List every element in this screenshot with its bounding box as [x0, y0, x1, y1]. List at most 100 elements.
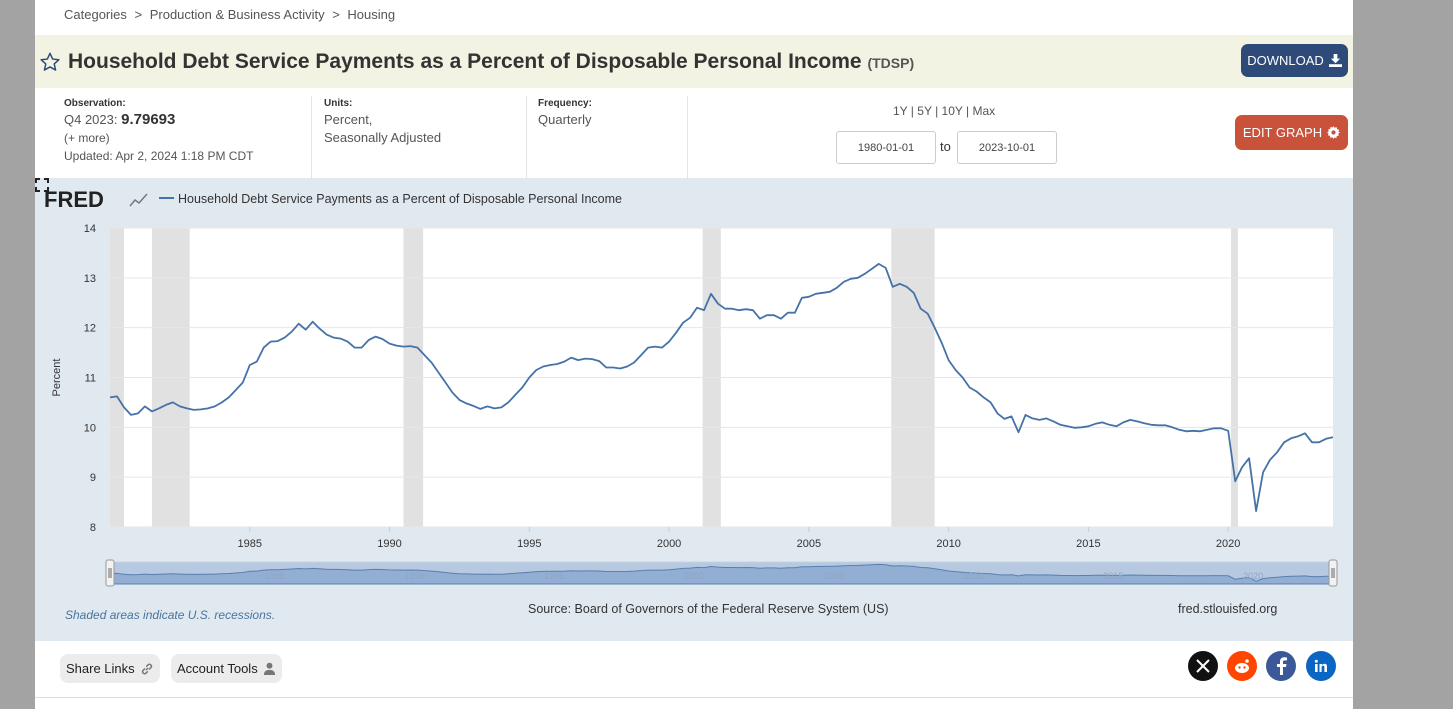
data-point — [899, 283, 901, 285]
data-point — [933, 326, 935, 328]
favorite-star-icon[interactable] — [39, 51, 61, 73]
linkedin-icon[interactable] — [1306, 651, 1336, 681]
data-point — [158, 407, 160, 409]
data-point — [710, 293, 712, 295]
x-tick-label: 1985 — [238, 538, 262, 550]
data-point — [249, 364, 251, 366]
data-point — [479, 408, 481, 410]
end-date-input[interactable]: 2023-10-01 — [957, 131, 1057, 164]
data-point — [577, 359, 579, 361]
data-point — [647, 346, 649, 348]
data-point — [633, 361, 635, 363]
gear-icon — [1327, 126, 1341, 139]
bottom-toolbar: Share Links Account Tools — [35, 641, 1353, 698]
site-link[interactable]: fred.stlouisfed.org — [1178, 602, 1278, 616]
data-point — [1206, 429, 1208, 431]
data-point — [556, 363, 558, 365]
data-point — [332, 336, 334, 338]
data-point — [172, 401, 174, 403]
data-point — [794, 312, 796, 314]
data-point — [444, 381, 446, 383]
navigator-series — [109, 563, 1334, 585]
data-point — [1143, 422, 1145, 424]
facebook-icon[interactable] — [1266, 651, 1296, 681]
data-point — [1010, 415, 1012, 417]
range-10y[interactable]: 10Y — [941, 104, 963, 118]
data-point — [954, 369, 956, 371]
x-tick-label: 1995 — [517, 538, 541, 550]
data-point — [514, 394, 516, 396]
data-point — [940, 341, 942, 343]
edit-graph-button[interactable]: EDIT GRAPH — [1235, 115, 1348, 150]
download-label: DOWNLOAD — [1247, 53, 1324, 68]
y-tick-label: 13 — [84, 273, 96, 285]
data-point — [144, 405, 146, 407]
data-point — [975, 390, 977, 392]
data-point — [1234, 480, 1236, 482]
share-links-button[interactable]: Share Links — [60, 654, 160, 683]
data-point — [137, 412, 139, 414]
more-link[interactable]: (+ more) — [64, 131, 110, 145]
navigator-handle-right[interactable] — [1328, 559, 1338, 587]
breadcrumb-categories[interactable]: Categories — [64, 7, 127, 22]
page: Categories > Production & Business Activ… — [35, 0, 1353, 709]
data-point — [1262, 471, 1264, 473]
data-point — [996, 412, 998, 414]
navigator-label: 2015 — [1103, 571, 1123, 581]
data-point — [1332, 436, 1334, 438]
x-tick-label: 2015 — [1076, 538, 1100, 550]
data-point — [493, 407, 495, 409]
data-point — [598, 360, 600, 362]
range-5y[interactable]: 5Y — [917, 104, 932, 118]
x-icon[interactable] — [1188, 651, 1218, 681]
units-block: Units: Percent, Seasonally Adjusted — [324, 92, 441, 176]
breadcrumb-housing[interactable]: Housing — [347, 7, 396, 22]
navigator-handle-left[interactable] — [105, 559, 115, 587]
data-point — [563, 360, 565, 362]
download-button[interactable]: DOWNLOAD — [1241, 44, 1348, 77]
data-point — [745, 308, 747, 310]
breadcrumb-production[interactable]: Production & Business Activity — [149, 7, 325, 22]
data-point — [486, 405, 488, 407]
page-title: Household Debt Service Payments as a Per… — [68, 50, 914, 74]
reddit-icon[interactable] — [1227, 651, 1257, 681]
y-tick-label: 8 — [90, 522, 96, 534]
data-point — [277, 340, 279, 342]
data-point — [186, 407, 188, 409]
x-tick-label: 2020 — [1216, 538, 1240, 550]
user-icon — [263, 662, 275, 675]
breadcrumb-separator: > — [134, 7, 143, 22]
account-tools-button[interactable]: Account Tools — [171, 654, 282, 683]
fullscreen-icon[interactable] — [35, 178, 49, 192]
data-point — [885, 267, 887, 269]
x-tick-label: 2000 — [657, 538, 681, 550]
data-point — [801, 297, 803, 299]
range-1y[interactable]: 1Y — [893, 104, 908, 118]
data-point — [123, 406, 125, 408]
fred-logo: FRED — [44, 187, 148, 212]
data-point — [284, 336, 286, 338]
navigator-label: 2020 — [1243, 571, 1263, 581]
data-point — [892, 286, 894, 288]
observation-value: 9.79693 — [121, 111, 176, 128]
data-point — [654, 345, 656, 347]
data-point — [235, 389, 237, 391]
range-max[interactable]: Max — [972, 104, 996, 118]
data-point — [857, 277, 859, 279]
data-point — [836, 287, 838, 289]
data-point — [402, 345, 404, 347]
data-point — [1171, 426, 1173, 428]
data-point — [584, 357, 586, 359]
edit-graph-label: EDIT GRAPH — [1242, 125, 1323, 140]
data-point — [968, 386, 970, 388]
data-point — [773, 314, 775, 316]
data-point — [1094, 423, 1096, 425]
line-chart[interactable]: FRED Household Debt Service Payments as … — [35, 178, 1353, 598]
data-point — [1150, 424, 1152, 426]
data-point — [689, 317, 691, 319]
data-point — [947, 359, 949, 361]
data-point — [1157, 424, 1159, 426]
link-icon — [141, 663, 152, 674]
series-line — [109, 263, 1334, 512]
start-date-input[interactable]: 1980-01-01 — [836, 131, 936, 164]
